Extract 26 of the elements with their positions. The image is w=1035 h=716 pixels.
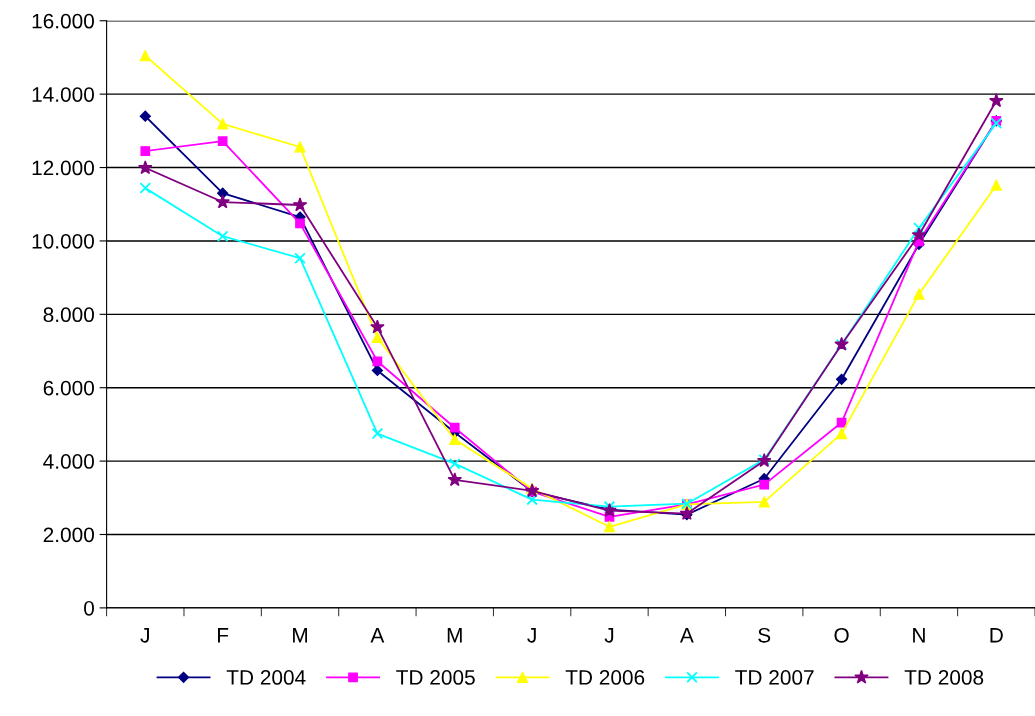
x-tick-label: J: [527, 628, 536, 643]
x-tick-label: A: [370, 628, 385, 643]
y-tick-label: 8.000: [43, 307, 94, 323]
x-tick-label: F: [218, 628, 229, 643]
legend-label: TD 2006: [565, 670, 645, 685]
legend-label: TD 2008: [904, 670, 984, 685]
y-tick-label: 6.000: [43, 380, 94, 396]
y-tick-label: 4.000: [43, 454, 94, 469]
x-tick-label: M: [293, 628, 307, 643]
x-tick-label: O: [834, 627, 849, 643]
y-tick-label: 10.000: [32, 233, 94, 249]
x-tick-label: J: [140, 628, 149, 643]
x-tick-label: A: [679, 628, 694, 643]
x-tick-label: N: [913, 628, 925, 643]
y-tick-label: 12.000: [32, 160, 94, 176]
legend-label: TD 2004: [226, 670, 306, 685]
y-tick-label: 16.000: [32, 13, 94, 29]
x-tick-label: J: [604, 628, 614, 643]
y-tick-label: 0: [84, 600, 94, 616]
x-tick-label: D: [990, 628, 1003, 643]
y-tick-label: 14.000: [32, 87, 94, 102]
legend-label: TD 2005: [396, 670, 475, 685]
legend-label: TD 2007: [735, 670, 814, 685]
x-tick-label: M: [447, 628, 462, 643]
x-tick-label: S: [758, 627, 771, 643]
y-tick-label: 2.000: [43, 527, 94, 543]
